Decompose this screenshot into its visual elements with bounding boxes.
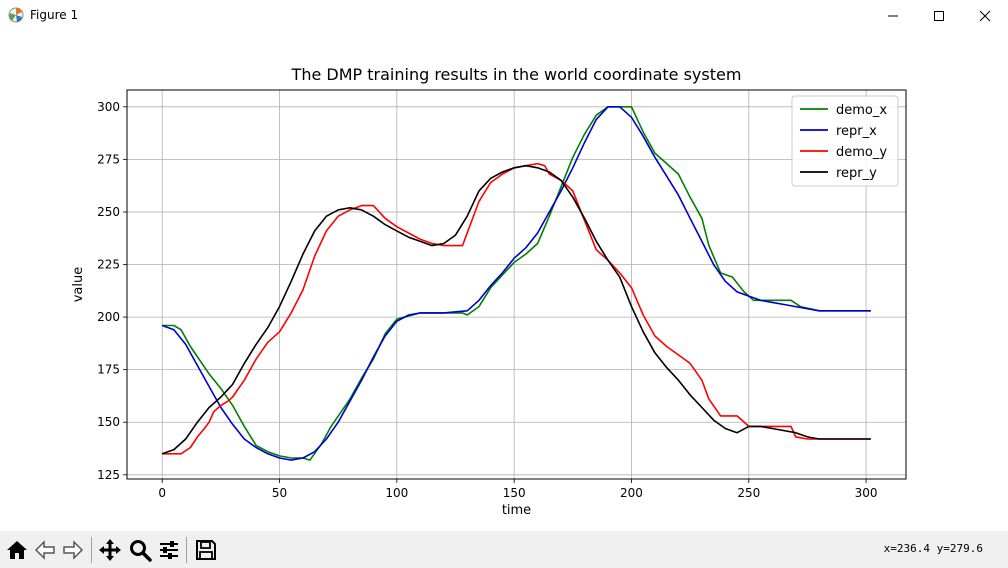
home-icon: [7, 541, 27, 559]
x-tick-label: 0: [158, 486, 166, 500]
chart-title: The DMP training results in the world co…: [291, 65, 742, 84]
home-button[interactable]: [5, 538, 29, 562]
y-tick-label: 250: [97, 205, 120, 219]
back-arrow-icon: [34, 540, 55, 560]
zoom-icon: [130, 540, 152, 562]
matplotlib-logo-icon: [8, 7, 24, 23]
axes-frame: [126, 89, 907, 480]
series-lines: [161, 106, 871, 461]
x-tick-label: 300: [855, 486, 878, 500]
legend-label: repr_y: [836, 166, 877, 181]
minimize-icon: [888, 15, 898, 17]
y-tick-label: 125: [97, 468, 120, 482]
series-line-repr-x: [161, 106, 871, 461]
legend-label: demo_y: [836, 145, 887, 160]
configure-subplots-icon: [160, 541, 178, 559]
y-tick-label: 175: [97, 363, 120, 377]
x-tick-label: 200: [620, 486, 643, 500]
series-line-repr-y: [161, 164, 871, 455]
minimize-button[interactable]: [870, 0, 916, 31]
cursor-coordinates: x=236.4 y=279.6: [883, 542, 983, 555]
y-tick-label: 275: [97, 152, 120, 166]
y-tick-label: 150: [97, 415, 120, 429]
line-chart: 0 50 100 150 200 250 300 125 150 175 200 225 250 275 3…: [71, 65, 907, 518]
legend-box: [791, 95, 899, 187]
axis-ticks: 0 50 100 150 200 250 300 125 150 175 200 225 250 275 3…: [97, 100, 877, 500]
toolbar-separator: [186, 537, 187, 563]
save-icon: [196, 540, 216, 560]
x-tick-label: 50: [272, 486, 287, 500]
close-button[interactable]: [962, 0, 1008, 31]
legend: demo_x repr_x demo_y repr_y: [791, 95, 899, 187]
y-tick-label: 225: [97, 258, 120, 272]
legend-label: demo_x: [836, 103, 887, 118]
navigation-toolbar: x=236.4 y=279.6: [0, 531, 1008, 568]
pan-icon: [99, 539, 121, 561]
toolbar-separator: [91, 537, 92, 563]
forward-arrow-icon: [63, 540, 84, 560]
pan-button[interactable]: [98, 538, 122, 562]
zoom-button[interactable]: [128, 538, 152, 562]
series-line-demo-y: [162, 162, 871, 455]
legend-label: repr_x: [836, 124, 877, 139]
series-line-demo-x: [162, 106, 871, 461]
window-title: Figure 1: [30, 8, 79, 22]
maximize-icon: [934, 11, 944, 21]
forward-button[interactable]: [61, 538, 85, 562]
maximize-button[interactable]: [916, 0, 962, 31]
x-axis-label: time: [502, 503, 531, 518]
figure-canvas[interactable]: 0 50 100 150 200 250 300 125 150 175 200 225 250 275 3…: [0, 31, 1008, 531]
y-tick-label: 200: [97, 310, 120, 324]
close-icon: [979, 10, 991, 22]
x-tick-label: 150: [503, 486, 526, 500]
x-tick-label: 250: [737, 486, 760, 500]
save-button[interactable]: [194, 538, 218, 562]
y-axis-label: value: [71, 267, 86, 303]
configure-subplots-button[interactable]: [157, 538, 181, 562]
x-tick-label: 100: [385, 486, 408, 500]
back-button[interactable]: [33, 538, 57, 562]
grid-lines: [127, 90, 906, 479]
y-tick-label: 300: [97, 100, 120, 114]
window-titlebar: Figure 1: [0, 0, 1008, 31]
